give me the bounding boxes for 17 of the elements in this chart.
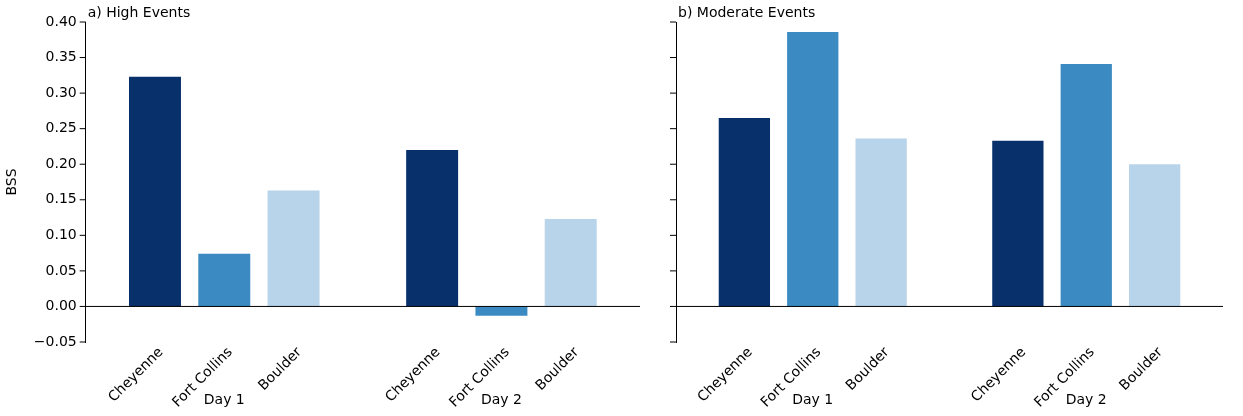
x-tick-label: Day 2 [1065, 391, 1107, 408]
y-tick-label: 0.10 [45, 225, 77, 242]
chart-title: b) Moderate Events [678, 3, 816, 20]
y-tick-label: 0.00 [45, 297, 77, 314]
y-tick-label: 0.30 [45, 83, 77, 100]
y-tick-label: 0.05 [45, 261, 77, 278]
y-tick-label: 0.40 [45, 12, 77, 29]
y-tick-label: 0.20 [45, 154, 77, 171]
y-axis-title: BSS [3, 168, 20, 196]
y-tick-label: 0.15 [45, 190, 77, 207]
chart-title: a) High Events [87, 3, 191, 20]
x-tick-label: Day 2 [480, 391, 522, 408]
x-tick-label: Day 1 [203, 391, 245, 408]
y-tick-label: −0.05 [33, 332, 77, 349]
x-tick-label: Day 1 [792, 391, 834, 408]
y-tick-label: 0.35 [45, 48, 77, 65]
y-tick-label: 0.25 [45, 119, 77, 136]
